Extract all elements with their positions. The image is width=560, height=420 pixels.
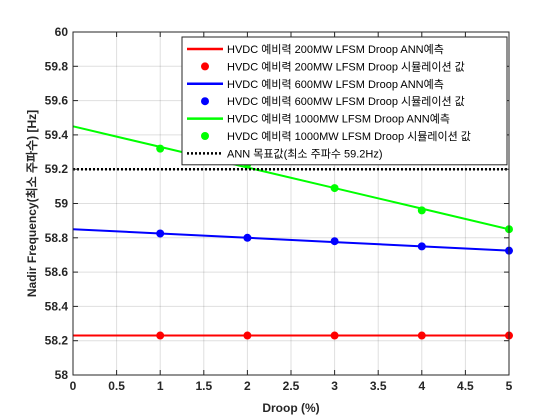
legend-label: ANN 목표값(최소 주파수 59.2Hz) xyxy=(227,147,383,160)
x-axis-title: Droop (%) xyxy=(262,401,319,415)
y-axis-title: Nadir Frequency(최소 주파수) [Hz] xyxy=(24,110,39,297)
legend-marker xyxy=(201,132,209,140)
x-tick-label: 3.5 xyxy=(370,379,387,393)
legend-box xyxy=(181,36,508,166)
data-point-5 xyxy=(330,184,339,193)
legend-label: HVDC 예비력 200MW LFSM Droop 시뮬레이션 값 xyxy=(227,60,465,73)
data-point-1 xyxy=(417,331,426,340)
x-tick-label: 3 xyxy=(331,379,338,393)
y-tick-label: 58.6 xyxy=(45,265,69,279)
data-point-1 xyxy=(243,331,252,340)
legend-marker xyxy=(201,62,209,71)
legend-label: HVDC 예비력 600MW LFSM Droop ANN예측 xyxy=(227,78,444,91)
series-layer xyxy=(72,125,513,340)
data-point-3 xyxy=(156,229,165,238)
x-tick-label: 2 xyxy=(244,379,251,393)
series-line-2 xyxy=(72,228,510,252)
data-point-3 xyxy=(243,233,252,242)
legend-label: HVDC 예비력 1000MW LFSM Droop 시뮬레이션 값 xyxy=(227,130,471,143)
x-tick-label: 5 xyxy=(506,379,513,393)
x-tick-label: 1 xyxy=(157,379,164,393)
legend-label: HVDC 예비력 1000MW LFSM Droop ANN예측 xyxy=(227,113,450,126)
legend-label: HVDC 예비력 600MW LFSM Droop 시뮬레이션 값 xyxy=(227,95,465,108)
y-tick-label: 58 xyxy=(55,368,69,382)
x-tick-label: 1.5 xyxy=(195,379,212,393)
legend-label: HVDC 예비력 200MW LFSM Droop ANN예측 xyxy=(227,43,444,56)
y-tick-label: 58.2 xyxy=(45,334,69,348)
legend: HVDC 예비력 200MW LFSM Droop ANN예측 HVDC 예비력 … xyxy=(181,36,508,166)
y-tick-label: 59 xyxy=(55,197,69,211)
y-tick-label: 58.8 xyxy=(45,231,69,245)
data-point-3 xyxy=(330,237,339,246)
y-tick-label: 59.6 xyxy=(45,94,69,108)
y-tick-label: 59.8 xyxy=(45,59,69,73)
y-tick-label: 59.2 xyxy=(45,162,69,176)
x-tick-label: 4 xyxy=(418,379,425,393)
data-point-3 xyxy=(417,242,426,251)
data-point-1 xyxy=(330,331,339,340)
x-tick-label: 0.5 xyxy=(108,379,125,393)
data-point-5 xyxy=(156,144,165,153)
y-tick-label: 59.4 xyxy=(45,128,69,142)
x-tick-label: 0 xyxy=(70,379,77,393)
y-tick-label: 60 xyxy=(55,25,69,39)
legend-marker xyxy=(201,97,209,106)
axis-ticks: 0 0.5 1 1.5 2 2.5 3 3.5 4 4.5 5 58 58.2 58.4 58.6 58.8 5… xyxy=(45,25,513,393)
data-point-1 xyxy=(156,331,165,340)
y-tick-label: 58.4 xyxy=(45,299,69,313)
x-tick-label: 4.5 xyxy=(457,379,474,393)
data-point-5 xyxy=(417,206,426,215)
series-line-4 xyxy=(72,125,510,231)
x-tick-label: 2.5 xyxy=(283,379,300,393)
